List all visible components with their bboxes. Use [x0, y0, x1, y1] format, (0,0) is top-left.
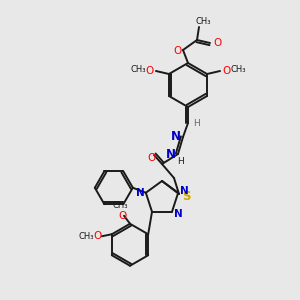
- Text: O: O: [213, 38, 221, 48]
- Text: N: N: [180, 186, 188, 196]
- Text: O: O: [148, 153, 156, 163]
- Text: O: O: [118, 211, 126, 221]
- Text: H: H: [177, 158, 183, 166]
- Text: S: S: [182, 190, 190, 202]
- Text: CH₃: CH₃: [112, 201, 128, 210]
- Text: N: N: [136, 188, 145, 198]
- Text: CH₃: CH₃: [78, 232, 94, 241]
- Text: CH₃: CH₃: [130, 65, 146, 74]
- Text: O: O: [146, 66, 154, 76]
- Text: O: O: [173, 46, 181, 56]
- Text: N: N: [174, 209, 182, 219]
- Text: CH₃: CH₃: [230, 65, 246, 74]
- Text: O: O: [222, 66, 230, 76]
- Text: N: N: [166, 148, 176, 161]
- Text: H: H: [193, 119, 200, 128]
- Text: O: O: [94, 231, 102, 241]
- Text: N: N: [171, 130, 181, 143]
- Text: CH₃: CH₃: [195, 17, 211, 26]
